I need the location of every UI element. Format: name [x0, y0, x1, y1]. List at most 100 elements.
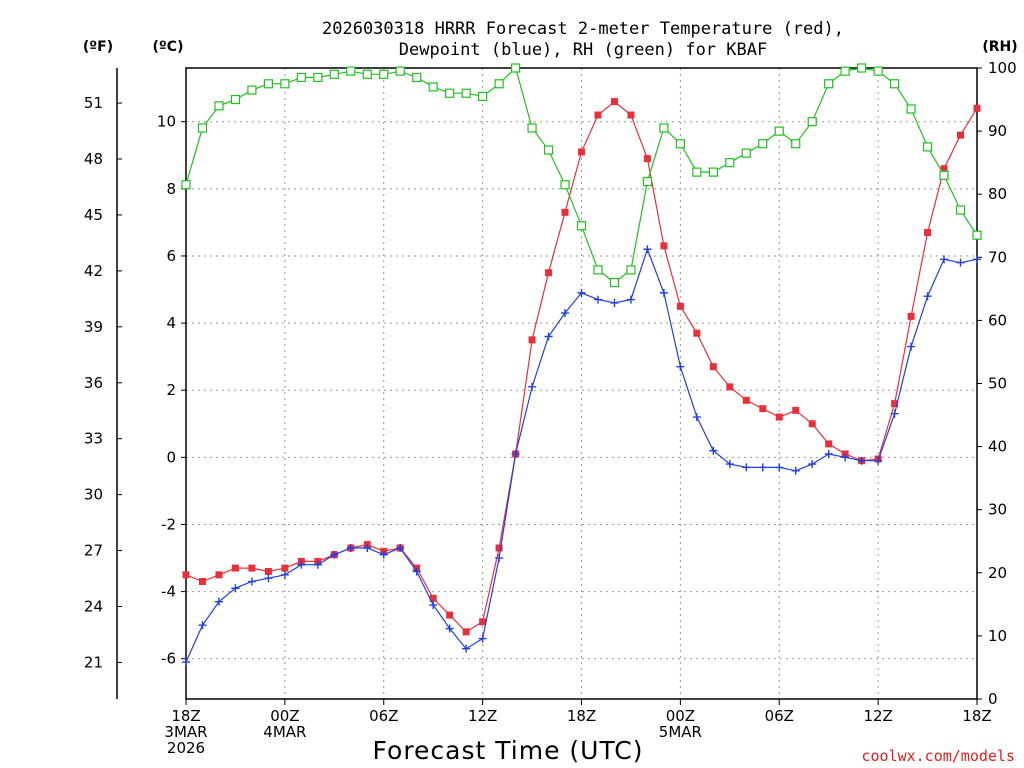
rh-point [659, 123, 669, 133]
temperature-point [198, 578, 206, 586]
rh-point [230, 94, 241, 105]
dewpoint-point [379, 550, 388, 559]
temperature-point [495, 544, 503, 552]
temperature-point [528, 336, 536, 344]
rh-point [263, 79, 273, 89]
rh-point [774, 126, 784, 136]
dewpoint-point [577, 288, 586, 297]
temperature-point [891, 400, 899, 408]
rh-tick-label: 60 [988, 311, 1007, 329]
rh-point [313, 72, 323, 83]
rh-point [445, 88, 455, 98]
dewpoint-point [247, 577, 256, 586]
temperature-point [578, 148, 585, 156]
temperature-point [594, 111, 602, 119]
rh-point [692, 167, 702, 177]
celsius-tick-label: 0 [166, 448, 176, 466]
celsius-tick-label: 2 [166, 381, 176, 399]
rh-point [280, 79, 290, 89]
temperature-point [545, 269, 553, 277]
dewpoint-point [643, 245, 652, 254]
dewpoint-point [544, 332, 553, 341]
axes: 2124273033363942454851-6-4-2024681001020… [84, 59, 1017, 757]
temperature-point [693, 329, 701, 337]
dewpoint-point [692, 413, 701, 422]
temperature-point [429, 594, 437, 602]
rh-point [890, 79, 900, 89]
rh-point [675, 139, 685, 149]
temperature-point [182, 571, 190, 579]
rh-point [873, 66, 883, 76]
temperature-point [215, 571, 223, 579]
dewpoint-point [874, 456, 883, 465]
x-tick-label: 2026 [167, 739, 205, 757]
x-tick-label: 5MAR [659, 723, 702, 741]
rh-point [906, 104, 916, 114]
rh-tick-label: 40 [988, 438, 1007, 456]
celsius-tick-label: -4 [161, 583, 176, 601]
rh-point [857, 63, 867, 73]
fahrenheit-tick-label: 51 [84, 94, 103, 112]
dewpoint-point [659, 288, 668, 297]
dewpoint-point [907, 342, 916, 351]
dewpoint-point [231, 584, 240, 593]
temperature-point [281, 564, 289, 572]
x-tick-label: 18Z [567, 707, 596, 725]
dewpoint-point [758, 463, 767, 472]
fahrenheit-tick-label: 45 [84, 206, 103, 224]
temperature-point [742, 396, 750, 404]
rh-point [626, 265, 636, 275]
dewpoint-point [330, 550, 339, 559]
dewpoint-point [593, 295, 602, 304]
chart-title-line1: 2026030318 HRRR Forecast 2-meter Tempera… [322, 19, 844, 39]
temperature-point [792, 406, 800, 414]
dewpoint-point [791, 466, 800, 475]
rh-point [972, 230, 982, 240]
fahrenheit-tick-label: 24 [84, 598, 103, 616]
dewpoint-point [626, 295, 635, 304]
dewpoint-point [973, 255, 981, 264]
rh-point [791, 139, 801, 149]
fahrenheit-tick-label: 48 [84, 150, 103, 168]
rh-point [922, 142, 933, 152]
dewpoint-point [841, 453, 850, 462]
rh-tick-label: 70 [988, 248, 1007, 266]
temperature-point [726, 383, 734, 391]
temperature-point [759, 405, 767, 413]
rh-point [329, 69, 339, 79]
dewpoint-point [709, 446, 718, 455]
rh-point [395, 66, 405, 76]
temperature-point [957, 131, 965, 139]
dewpoint-point [297, 560, 306, 569]
dewpoint-line [185, 247, 978, 663]
dewpoint-point [923, 292, 932, 301]
rh-point [824, 79, 834, 89]
credit-text: coolwx.com/models [861, 747, 1015, 765]
dewpoint-point [429, 601, 438, 610]
dewpoint-point [676, 362, 685, 371]
rh-point [725, 158, 735, 168]
rh-point [560, 180, 570, 190]
fahrenheit-tick-label: 36 [84, 374, 103, 392]
dewpoint-point [313, 560, 322, 569]
rh-point [708, 167, 718, 177]
rh-point [428, 82, 438, 92]
fahrenheit-tick-label: 39 [84, 318, 103, 336]
temperature-point [264, 567, 272, 575]
temperature-point [248, 564, 256, 572]
dewpoint-point [742, 463, 751, 472]
rh-point [593, 265, 603, 275]
dewpoint-point [890, 409, 899, 418]
fahrenheit-tick-label: 42 [84, 262, 103, 280]
rh-point [461, 88, 471, 98]
rh-tick-label: 0 [988, 690, 998, 708]
rh-point [412, 72, 422, 83]
rh-point [939, 170, 949, 180]
dewpoint-point [956, 258, 965, 267]
dewpoint-point [528, 382, 537, 391]
dewpoint-point [824, 449, 833, 458]
x-tick-label: 06Z [765, 707, 794, 725]
celsius-unit-label: (ºC) [153, 39, 184, 55]
fahrenheit-tick-label: 30 [84, 486, 103, 504]
rh-point [609, 277, 620, 288]
